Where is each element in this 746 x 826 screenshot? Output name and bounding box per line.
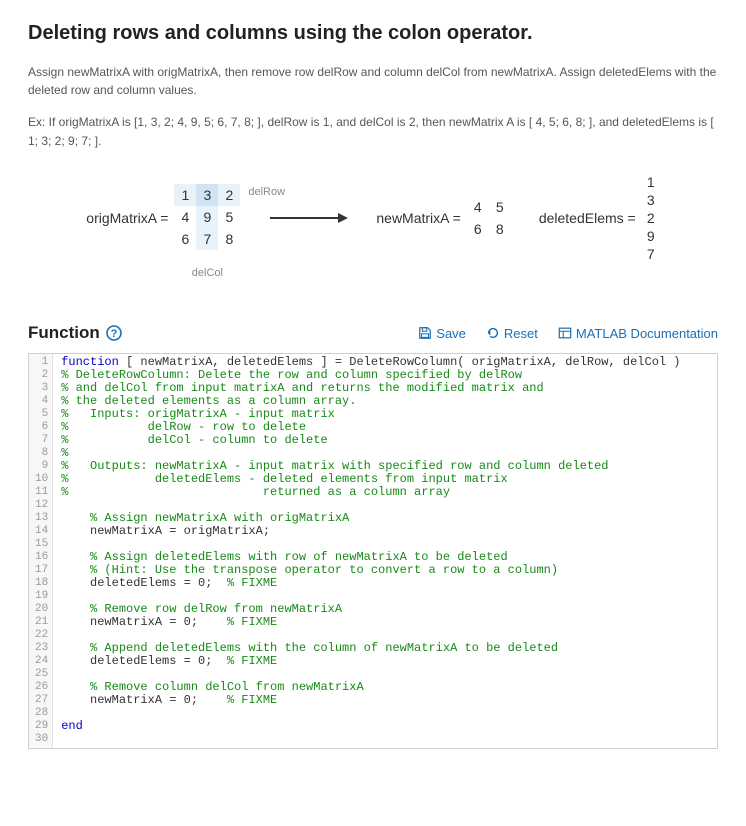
example-text: Ex: If origMatrixA is [1, 3, 2; 4, 9, 5;…	[28, 113, 718, 151]
help-icon[interactable]: ?	[106, 325, 122, 341]
reset-icon	[486, 326, 500, 340]
matrix-diagram: origMatrixA = 132495678 delRow delCol ne…	[28, 173, 718, 263]
code-content[interactable]: function [ newMatrixA, deletedElems ] = …	[53, 354, 717, 748]
new-matrix-label: newMatrixA =	[376, 210, 460, 226]
arrow-icon	[268, 208, 348, 228]
delcol-label: delCol	[192, 267, 223, 279]
description-text: Assign newMatrixA with origMatrixA, then…	[28, 63, 718, 99]
docs-link[interactable]: MATLAB Documentation	[558, 326, 718, 341]
docs-icon	[558, 326, 572, 340]
save-icon	[418, 326, 432, 340]
reset-button[interactable]: Reset	[486, 326, 538, 341]
orig-matrix-label: origMatrixA =	[86, 210, 168, 226]
deleted-elems-label: deletedElems =	[539, 210, 636, 226]
delrow-label: delRow	[248, 186, 285, 198]
section-title: Function	[28, 323, 100, 343]
docs-label: MATLAB Documentation	[576, 326, 718, 341]
reset-label: Reset	[504, 326, 538, 341]
svg-text:?: ?	[110, 328, 117, 340]
page-title: Deleting rows and columns using the colo…	[28, 22, 718, 45]
code-editor[interactable]: 1234567891011121314151617181920212223242…	[28, 353, 718, 749]
save-label: Save	[436, 326, 466, 341]
orig-matrix: 132495678	[174, 184, 240, 250]
new-matrix: 4568	[467, 196, 511, 240]
line-gutter: 1234567891011121314151617181920212223242…	[29, 354, 53, 748]
deleted-elems-vector: 13297	[642, 173, 660, 263]
save-button[interactable]: Save	[418, 326, 466, 341]
